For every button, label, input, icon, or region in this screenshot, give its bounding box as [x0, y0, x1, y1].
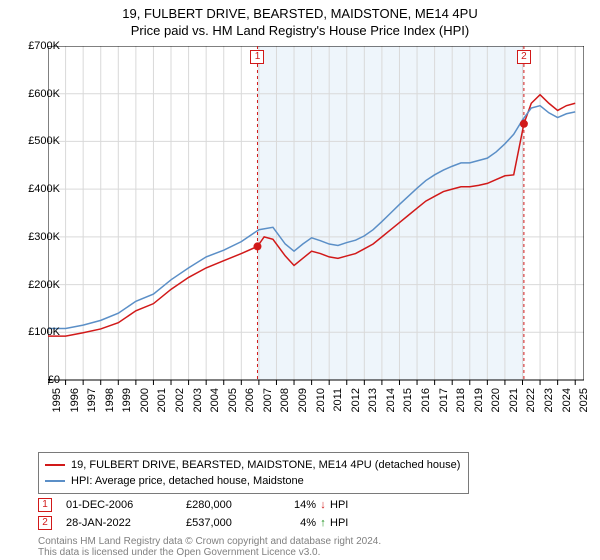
sale-pct: 4% [276, 517, 316, 529]
sale-price: £537,000 [186, 517, 276, 529]
x-tick-label: 2010 [315, 388, 327, 428]
y-tick-label: £700K [10, 40, 60, 52]
sale-arrow-icon: ↑ [316, 517, 330, 529]
x-tick-label: 2020 [490, 388, 502, 428]
legend: 19, FULBERT DRIVE, BEARSTED, MAIDSTONE, … [38, 452, 469, 494]
sale-price: £280,000 [186, 499, 276, 511]
x-tick-label: 2013 [367, 388, 379, 428]
y-tick-label: £200K [10, 279, 60, 291]
legend-swatch [45, 464, 65, 466]
chart-svg [48, 46, 584, 416]
x-tick-label: 1997 [86, 388, 98, 428]
x-tick-label: 1998 [104, 388, 116, 428]
x-tick-label: 2018 [455, 388, 467, 428]
sale-marker-1: 1 [250, 50, 264, 64]
x-tick-label: 2014 [385, 388, 397, 428]
y-tick-label: £600K [10, 88, 60, 100]
y-tick-label: £500K [10, 135, 60, 147]
chart-area [48, 46, 584, 416]
x-tick-label: 2007 [262, 388, 274, 428]
x-tick-label: 2004 [209, 388, 221, 428]
x-tick-label: 2016 [420, 388, 432, 428]
x-tick-label: 2012 [350, 388, 362, 428]
x-tick-label: 2019 [473, 388, 485, 428]
sale-date: 28-JAN-2022 [66, 517, 186, 529]
x-tick-label: 2002 [174, 388, 186, 428]
legend-label: HPI: Average price, detached house, Maid… [71, 475, 304, 487]
x-tick-label: 2000 [139, 388, 151, 428]
sale-date: 01-DEC-2006 [66, 499, 186, 511]
x-tick-label: 2008 [279, 388, 291, 428]
y-tick-label: £400K [10, 183, 60, 195]
chart-title: 19, FULBERT DRIVE, BEARSTED, MAIDSTONE, … [0, 0, 600, 21]
chart-container: 19, FULBERT DRIVE, BEARSTED, MAIDSTONE, … [0, 0, 600, 560]
footer-text: Contains HM Land Registry data © Crown c… [38, 536, 381, 558]
y-tick-label: £300K [10, 231, 60, 243]
legend-swatch [45, 480, 65, 482]
x-tick-label: 2003 [192, 388, 204, 428]
sale-hpi-label: HPI [330, 517, 360, 529]
x-tick-label: 2009 [297, 388, 309, 428]
sale-arrow-icon: ↓ [316, 499, 330, 511]
x-tick-label: 1999 [121, 388, 133, 428]
y-tick-label: £100K [10, 326, 60, 338]
legend-label: 19, FULBERT DRIVE, BEARSTED, MAIDSTONE, … [71, 459, 460, 471]
x-tick-label: 2006 [244, 388, 256, 428]
x-tick-label: 2005 [227, 388, 239, 428]
sale-marker-badge: 1 [38, 498, 52, 512]
sale-row: 1 01-DEC-2006£280,00014%↓HPI [38, 496, 360, 514]
x-tick-label: 2001 [156, 388, 168, 428]
x-tick-label: 1995 [51, 388, 63, 428]
sale-hpi-label: HPI [330, 499, 360, 511]
x-tick-label: 2017 [438, 388, 450, 428]
footer-line2: This data is licensed under the Open Gov… [38, 547, 381, 558]
x-tick-label: 2011 [332, 388, 344, 428]
sale-table: 1 01-DEC-2006£280,00014%↓HPI 2 28-JAN-2022£… [38, 496, 360, 532]
sale-row: 2 28-JAN-2022£537,0004%↑HPI [38, 514, 360, 532]
x-tick-label: 2021 [508, 388, 520, 428]
sale-pct: 14% [276, 499, 316, 511]
x-tick-label: 2024 [561, 388, 573, 428]
chart-subtitle: Price paid vs. HM Land Registry's House … [0, 21, 600, 38]
x-tick-label: 2022 [525, 388, 537, 428]
footer-line1: Contains HM Land Registry data © Crown c… [38, 536, 381, 547]
sale-marker-badge: 2 [38, 516, 52, 530]
x-tick-label: 2025 [578, 388, 590, 428]
x-tick-label: 1996 [69, 388, 81, 428]
y-tick-label: £0 [10, 374, 60, 386]
sale-marker-2: 2 [517, 50, 531, 64]
x-tick-label: 2015 [402, 388, 414, 428]
legend-row: 19, FULBERT DRIVE, BEARSTED, MAIDSTONE, … [45, 457, 460, 473]
legend-row: HPI: Average price, detached house, Maid… [45, 473, 460, 489]
x-tick-label: 2023 [543, 388, 555, 428]
